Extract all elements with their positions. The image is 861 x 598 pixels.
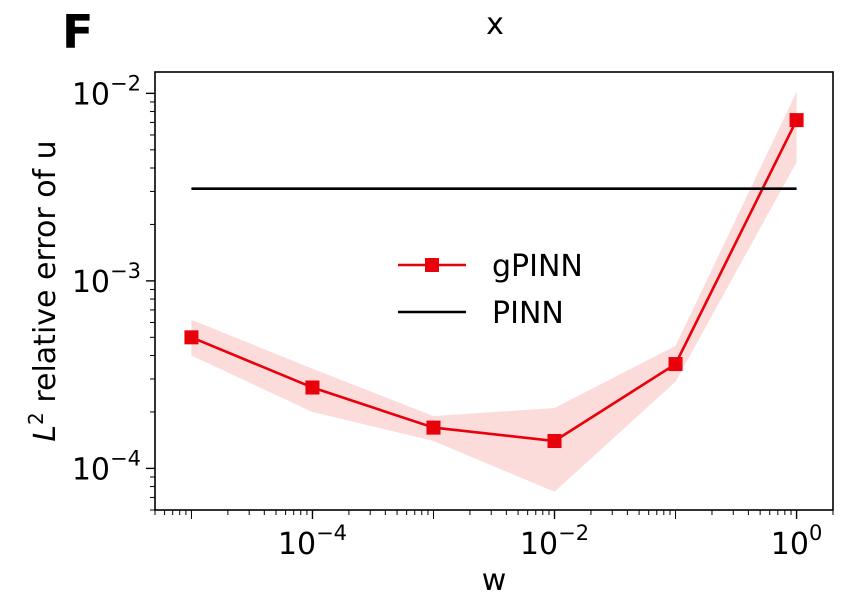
series-layer [184, 113, 804, 448]
y-tick-label-exponent: −2 [110, 71, 141, 95]
legend: gPINN PINN [398, 249, 583, 331]
y-axis-label-rest: relative error of u [28, 140, 63, 412]
x-tick-label-exponent: −2 [558, 521, 589, 545]
x-tick-label-base: 10 [278, 527, 316, 562]
gpinn-data-point [547, 433, 562, 448]
legend-pinn-label: PINN [492, 296, 564, 331]
gpinn-data-point [668, 357, 683, 372]
gpinn-data-point [426, 420, 441, 435]
gpinn-data-point [305, 380, 320, 395]
panel-label: F [62, 5, 93, 59]
y-tick-label-exponent: −4 [110, 446, 141, 470]
plot-frame [154, 71, 834, 511]
x-tick-label-exponent: 0 [809, 521, 822, 545]
x-tick-label-exponent: −4 [316, 521, 347, 545]
y-axis-ticks: 10−410−310−2 [72, 71, 155, 511]
gpinn-series-line [190, 119, 798, 443]
legend-gpinn-label: gPINN [492, 249, 583, 284]
x-axis-label: w [482, 563, 507, 598]
y-tick-label-base: 10 [72, 452, 110, 487]
legend-gpinn-marker [425, 258, 439, 272]
y-axis-label: L2 relative error of u [24, 140, 63, 441]
x-tick-label-base: 10 [771, 527, 809, 562]
x-tick-label-base: 10 [520, 527, 558, 562]
y-tick-label: 10−2 [72, 71, 141, 112]
chart-title: x [486, 7, 504, 42]
x-tick-label: 10−2 [520, 521, 589, 562]
x-axis-ticks: 10−4 10−2 100 [154, 510, 834, 562]
y-tick-label-base: 10 [72, 77, 110, 112]
y-tick-label-exponent: −3 [110, 259, 141, 283]
y-tick-label: 10−3 [72, 259, 141, 300]
x-tick-label: 100 [771, 521, 823, 562]
confidence-band-layer [191, 91, 797, 492]
y-axis-label-sup: 2 [24, 412, 48, 425]
gpinn-data-point [789, 113, 804, 128]
y-axis-label-base: L [28, 425, 63, 442]
y-tick-label: 10−4 [72, 446, 141, 487]
gpinn-data-point [184, 330, 199, 345]
gpinn-confidence-band [191, 91, 797, 492]
y-tick-label-base: 10 [72, 265, 110, 300]
x-tick-label: 10−4 [278, 521, 347, 562]
